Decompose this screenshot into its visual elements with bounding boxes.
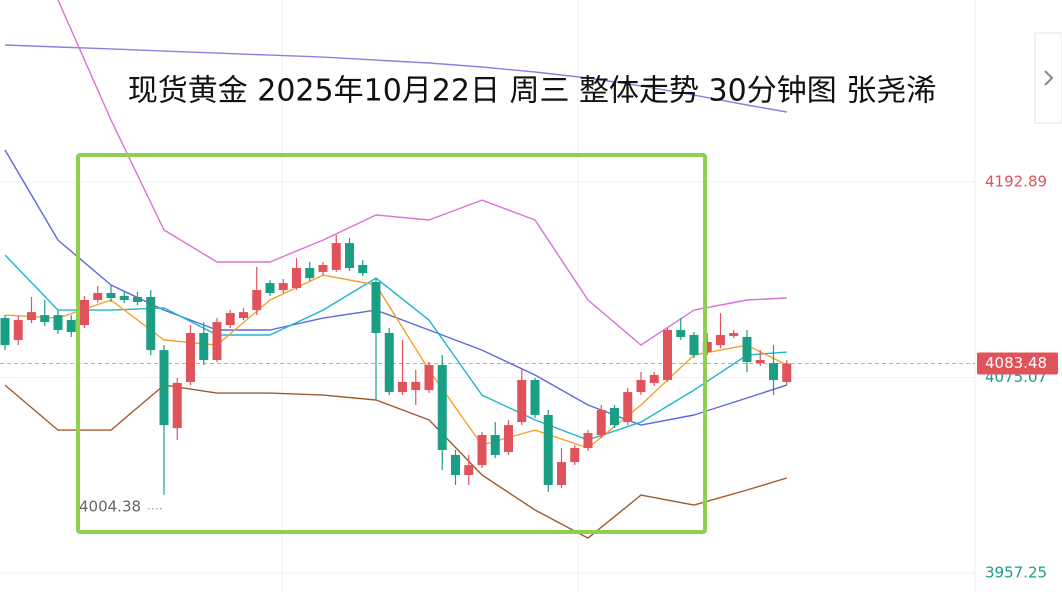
candle-body bbox=[676, 330, 686, 337]
candle-body bbox=[729, 333, 739, 336]
candle-body bbox=[212, 322, 222, 361]
candle-body bbox=[384, 333, 394, 393]
last-price-box bbox=[977, 352, 1058, 375]
candle-body bbox=[543, 414, 553, 485]
candle-body bbox=[27, 312, 36, 321]
candle-body bbox=[437, 365, 447, 450]
candle-body bbox=[80, 299, 89, 326]
candle-body bbox=[133, 296, 142, 302]
candle-body bbox=[225, 313, 235, 326]
candle-body bbox=[702, 341, 712, 353]
candle-body bbox=[742, 336, 752, 363]
candle-body bbox=[292, 267, 301, 289]
candle-body bbox=[265, 283, 275, 294]
highlight-box bbox=[76, 153, 707, 534]
indicator-line bbox=[4, 384, 788, 539]
candle-body bbox=[663, 330, 672, 380]
last-price-label: 4083.48 bbox=[985, 354, 1047, 372]
chevron-icon[interactable] bbox=[1044, 70, 1054, 86]
candle-body bbox=[305, 267, 315, 279]
candle-body bbox=[172, 382, 182, 429]
candle-body bbox=[610, 407, 619, 426]
candle-body bbox=[504, 425, 513, 452]
side-panel-toggle[interactable] bbox=[1034, 32, 1062, 124]
candle-body bbox=[106, 293, 116, 298]
candle-body bbox=[239, 312, 248, 319]
candle-body bbox=[636, 379, 646, 393]
candle-body bbox=[66, 320, 76, 333]
candle-body bbox=[557, 462, 566, 485]
candle-body bbox=[411, 381, 421, 391]
candle-body bbox=[13, 320, 23, 340]
indicator-line bbox=[4, 44, 787, 113]
candle-body bbox=[186, 333, 195, 382]
candle-body bbox=[345, 243, 354, 268]
indicator-line bbox=[4, 254, 787, 441]
candle-body bbox=[716, 334, 725, 346]
candle-body bbox=[596, 409, 606, 436]
chart-title: 现货黄金 2025年10月22日 周三 整体走势 30分钟图 张尧浠 bbox=[128, 74, 937, 109]
candle-body bbox=[146, 296, 156, 351]
candle-body bbox=[53, 315, 63, 331]
candle-body bbox=[623, 392, 633, 423]
candle-body bbox=[318, 264, 328, 272]
candle-body bbox=[0, 318, 10, 346]
y-tick-label: 4192.89 bbox=[985, 173, 1047, 191]
candle-body bbox=[530, 379, 540, 415]
candle-body bbox=[93, 293, 103, 300]
candle-body bbox=[782, 363, 792, 382]
candle-body bbox=[689, 334, 699, 356]
candle-body bbox=[570, 447, 580, 463]
candle-body bbox=[490, 435, 500, 455]
candle-body bbox=[769, 363, 778, 380]
candle-body bbox=[119, 296, 129, 300]
candle-body bbox=[358, 264, 368, 274]
candle-body bbox=[583, 433, 593, 448]
candle-body bbox=[424, 365, 434, 391]
candle-body bbox=[755, 360, 765, 364]
candle-body bbox=[398, 381, 407, 393]
y-tick-label: 3957.25 bbox=[985, 564, 1047, 582]
candle-body bbox=[451, 454, 460, 476]
candle-body bbox=[464, 465, 474, 476]
candle-body bbox=[517, 379, 527, 423]
candle-body bbox=[331, 243, 341, 270]
candle-body bbox=[278, 283, 288, 291]
candle-body bbox=[159, 350, 169, 426]
candle-body bbox=[40, 315, 50, 323]
candle-body bbox=[199, 333, 209, 361]
candle-body bbox=[371, 282, 381, 333]
indicator-line bbox=[57, 0, 787, 346]
low-price-label: 4004.38 bbox=[79, 497, 141, 515]
candle-body bbox=[252, 290, 262, 311]
candle-body bbox=[649, 374, 659, 383]
candle-body bbox=[477, 435, 487, 466]
